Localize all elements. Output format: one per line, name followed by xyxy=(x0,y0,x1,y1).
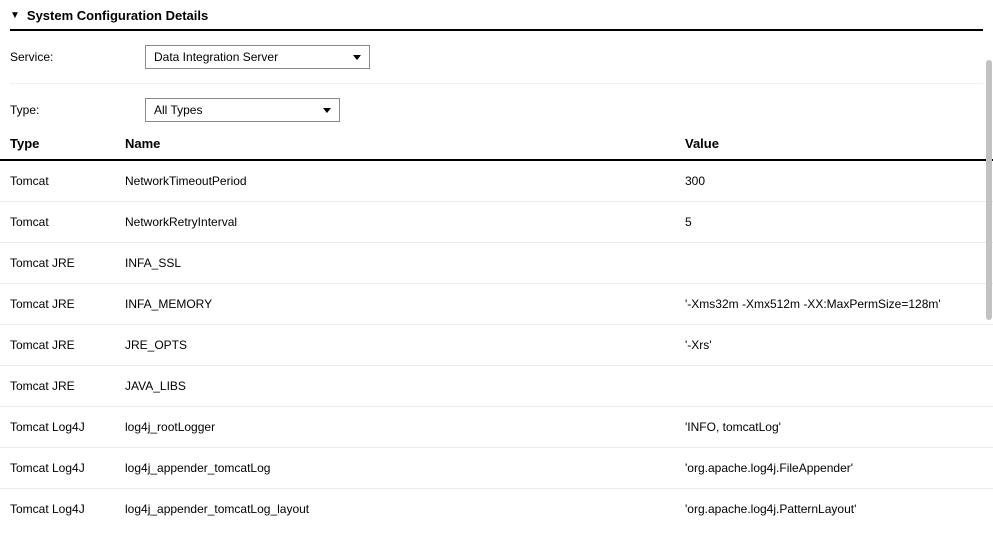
cell-value: 'org.apache.log4j.PatternLayout' xyxy=(685,502,983,516)
cell-type: Tomcat Log4J xyxy=(10,502,125,516)
cell-value: 5 xyxy=(685,215,983,229)
cell-type: Tomcat Log4J xyxy=(10,461,125,475)
table-row[interactable]: Tomcat JREINFA_MEMORY'-Xms32m -Xmx512m -… xyxy=(0,284,993,325)
service-label: Service: xyxy=(10,50,145,64)
collapse-icon[interactable]: ▼ xyxy=(10,10,20,21)
table-row[interactable]: Tomcat Log4Jlog4j_rootLogger'INFO, tomca… xyxy=(0,407,993,448)
column-header-value[interactable]: Value xyxy=(685,136,983,151)
service-select[interactable]: Data Integration Server xyxy=(145,45,370,69)
cell-name: log4j_appender_tomcatLog_layout xyxy=(125,502,685,516)
cell-name: JAVA_LIBS xyxy=(125,379,685,393)
cell-type: Tomcat JRE xyxy=(10,256,125,270)
filter-row-service: Service: Data Integration Server xyxy=(10,45,983,84)
filter-row-type: Type: All Types xyxy=(10,98,983,132)
table-row[interactable]: TomcatNetworkTimeoutPeriod300 xyxy=(0,161,993,202)
table-row[interactable]: Tomcat Log4Jlog4j_appender_tomcatLog'org… xyxy=(0,448,993,489)
table-row[interactable]: Tomcat JREINFA_SSL xyxy=(0,243,993,284)
scrollbar-thumb[interactable] xyxy=(986,60,992,320)
cell-name: NetworkRetryInterval xyxy=(125,215,685,229)
type-label: Type: xyxy=(10,103,145,117)
cell-value: 'org.apache.log4j.FileAppender' xyxy=(685,461,983,475)
cell-name: JRE_OPTS xyxy=(125,338,685,352)
table-row[interactable]: TomcatNetworkRetryInterval5 xyxy=(0,202,993,243)
type-select-value: All Types xyxy=(154,103,202,117)
service-select-value: Data Integration Server xyxy=(154,50,278,64)
cell-name: NetworkTimeoutPeriod xyxy=(125,174,685,188)
cell-type: Tomcat xyxy=(10,174,125,188)
cell-value: 300 xyxy=(685,174,983,188)
cell-name: log4j_rootLogger xyxy=(125,420,685,434)
cell-type: Tomcat Log4J xyxy=(10,420,125,434)
table-row[interactable]: Tomcat JREJAVA_LIBS xyxy=(0,366,993,407)
cell-value: 'INFO, tomcatLog' xyxy=(685,420,983,434)
panel-title: System Configuration Details xyxy=(27,8,208,23)
cell-type: Tomcat JRE xyxy=(10,297,125,311)
cell-type: Tomcat JRE xyxy=(10,379,125,393)
cell-name: INFA_SSL xyxy=(125,256,685,270)
cell-value xyxy=(685,379,983,393)
cell-type: Tomcat xyxy=(10,215,125,229)
cell-value xyxy=(685,256,983,270)
panel-header[interactable]: ▼ System Configuration Details xyxy=(0,0,993,29)
table-header: Type Name Value xyxy=(0,132,993,161)
cell-value: '-Xrs' xyxy=(685,338,983,352)
table-body: TomcatNetworkTimeoutPeriod300TomcatNetwo… xyxy=(0,161,993,521)
table-row[interactable]: Tomcat Log4Jlog4j_appender_tomcatLog_lay… xyxy=(0,489,993,521)
cell-name: INFA_MEMORY xyxy=(125,297,685,311)
table-row[interactable]: Tomcat JREJRE_OPTS'-Xrs' xyxy=(0,325,993,366)
chevron-down-icon xyxy=(353,55,361,60)
cell-type: Tomcat JRE xyxy=(10,338,125,352)
chevron-down-icon xyxy=(323,108,331,113)
type-select[interactable]: All Types xyxy=(145,98,340,122)
cell-name: log4j_appender_tomcatLog xyxy=(125,461,685,475)
column-header-name[interactable]: Name xyxy=(125,136,685,151)
cell-value: '-Xms32m -Xmx512m -XX:MaxPermSize=128m' xyxy=(685,297,983,311)
column-header-type[interactable]: Type xyxy=(10,136,125,151)
